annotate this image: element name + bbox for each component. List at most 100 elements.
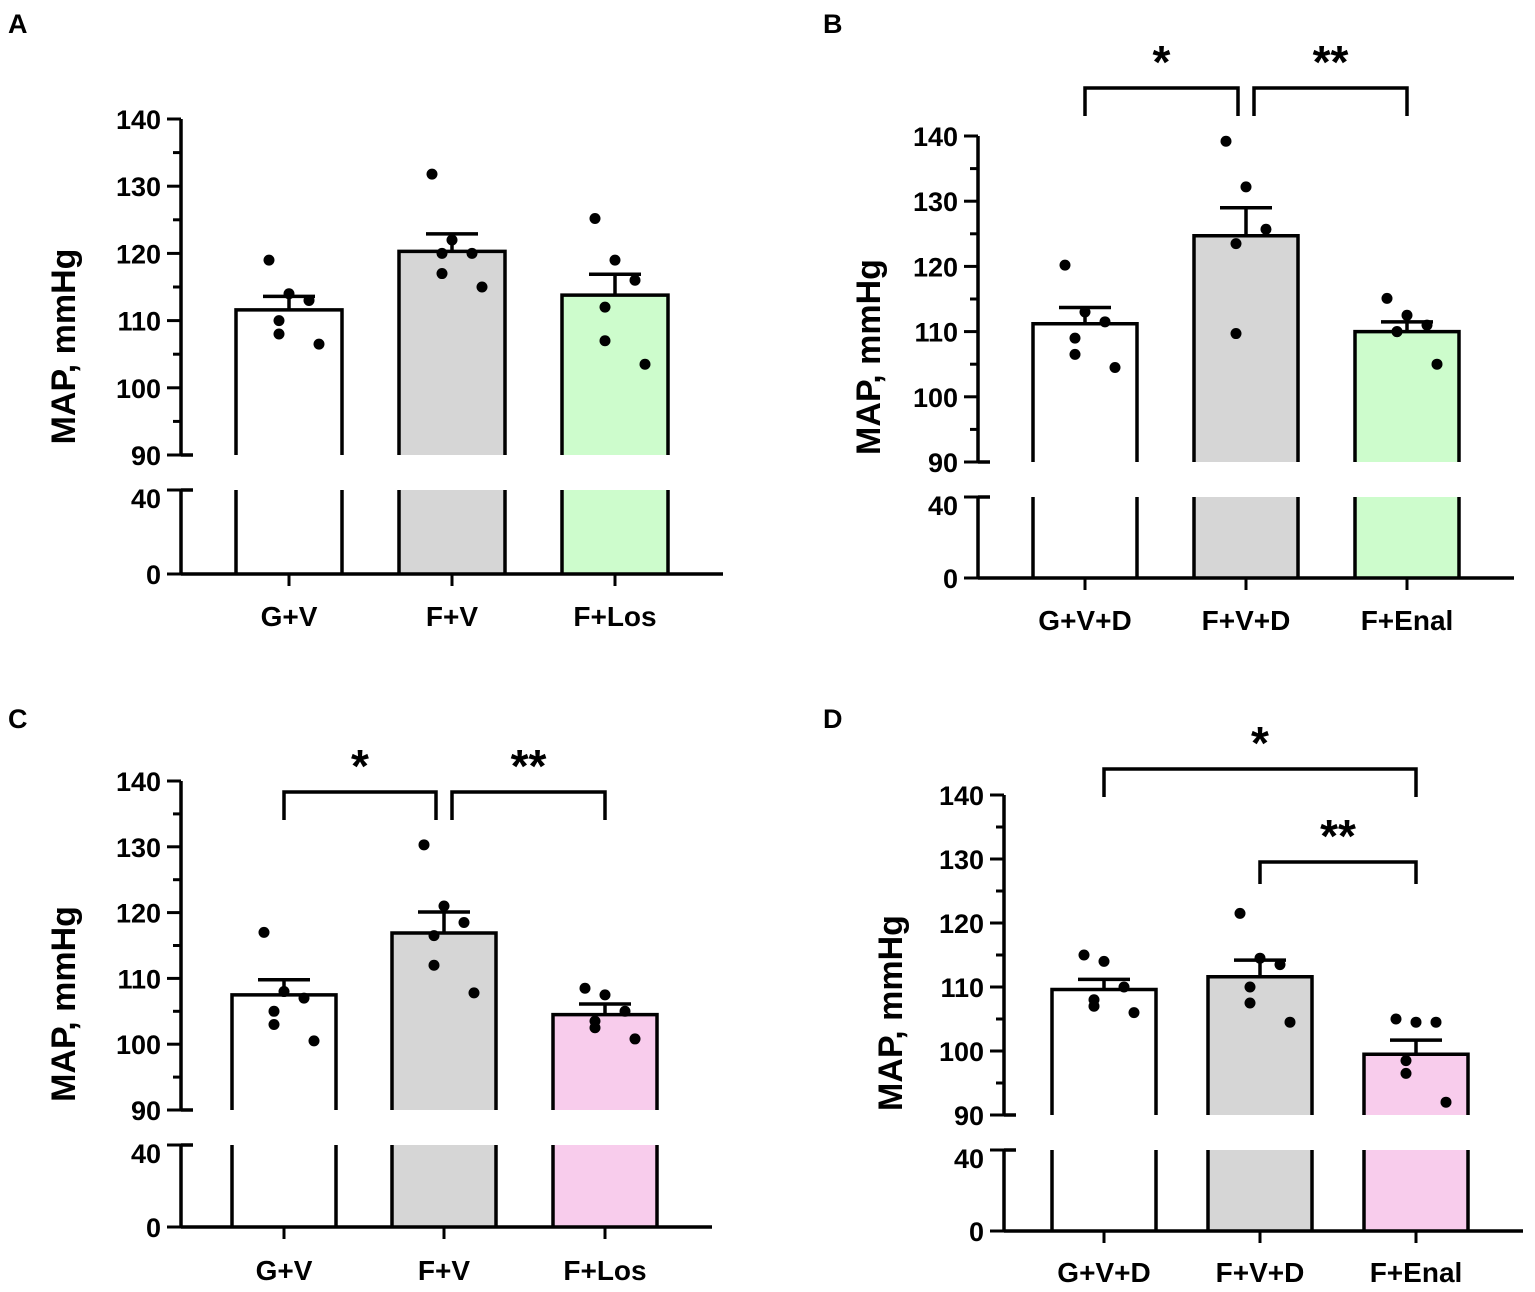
x-tick-label: F+Enal — [1370, 1257, 1463, 1288]
y-axis-label: MAP, mmHg — [850, 259, 888, 455]
data-point — [579, 982, 591, 994]
y-tick-label: 40 — [131, 1139, 161, 1169]
y-tick-label: 110 — [940, 973, 984, 1003]
data-point — [273, 315, 285, 327]
y-tick-label: 0 — [969, 1217, 984, 1247]
data-point — [273, 328, 285, 340]
y-tick-label: 120 — [116, 239, 161, 269]
data-point — [1381, 292, 1393, 304]
data-point — [1240, 181, 1252, 193]
y-tick-label: 130 — [116, 172, 161, 202]
y-tick-label: 90 — [954, 1101, 984, 1131]
bar-lower-fill — [1194, 497, 1298, 578]
data-point — [629, 274, 641, 286]
y-axis-label: MAP, mmHg — [45, 906, 83, 1102]
y-tick-label: 120 — [116, 899, 161, 929]
y-tick-label: 140 — [913, 122, 958, 152]
y-tick-label: 90 — [131, 1096, 161, 1126]
y-tick-label: 130 — [939, 845, 984, 875]
y-tick-label: 120 — [939, 909, 984, 939]
bar-upper-fill — [399, 251, 505, 455]
data-point — [1118, 981, 1130, 993]
data-point — [599, 989, 611, 1001]
data-point — [589, 1022, 601, 1034]
data-point — [268, 1018, 280, 1030]
x-tick-label: G+V+D — [1057, 1257, 1150, 1288]
x-tick-label: F+V+D — [1216, 1257, 1305, 1288]
data-point — [1128, 1007, 1140, 1019]
y-tick-label: 40 — [131, 484, 161, 514]
data-point — [428, 959, 440, 971]
data-point — [458, 916, 470, 928]
bar-upper-fill — [392, 932, 496, 1110]
bar-lower-fill — [392, 1145, 496, 1227]
significance-bracket — [1252, 86, 1409, 116]
bar-upper-fill — [1364, 1054, 1468, 1115]
significance-label: * — [351, 740, 369, 792]
bar-upper-fill — [236, 309, 342, 455]
data-point — [258, 926, 270, 938]
data-point — [1078, 949, 1090, 961]
y-tick-label: 130 — [913, 187, 958, 217]
data-point — [278, 986, 290, 998]
data-point — [629, 1033, 641, 1045]
x-tick-label: F+V — [426, 601, 478, 632]
y-tick-label: 140 — [116, 767, 161, 797]
data-point — [468, 987, 480, 999]
data-point — [1230, 328, 1242, 340]
bar-lower-fill — [1052, 1150, 1156, 1231]
y-tick-label: 120 — [913, 252, 958, 282]
data-point — [1431, 358, 1443, 370]
data-point — [418, 839, 430, 851]
panel-d: D G+V+D F+V+D F+Enal 90 100 110 120 130 140 0 40 MAP… — [823, 704, 1523, 1288]
data-point — [619, 1005, 631, 1017]
y-tick-label: 110 — [117, 964, 161, 994]
data-point — [268, 1005, 280, 1017]
data-point — [466, 247, 478, 259]
significance-bracket — [1102, 767, 1418, 797]
bar-upper-fill — [1194, 235, 1298, 462]
y-tick-label: 0 — [146, 560, 161, 590]
significance-bracket — [450, 790, 607, 820]
y-tick-label: 100 — [913, 383, 958, 413]
data-point — [1274, 959, 1286, 971]
data-point — [428, 930, 440, 942]
significance-bracket — [1258, 860, 1418, 884]
y-axis-label: MAP, mmHg — [872, 915, 910, 1111]
bar-lower-fill — [236, 490, 342, 574]
x-tick-label: F+V+D — [1202, 605, 1291, 636]
data-point — [1109, 361, 1121, 373]
data-point — [436, 268, 448, 280]
x-tick-label: F+Los — [563, 1255, 646, 1286]
x-tick-label: F+V — [418, 1255, 470, 1286]
bar-upper-fill — [1033, 323, 1137, 462]
bar-lower-fill — [1208, 1150, 1312, 1231]
y-tick-label: 100 — [939, 1037, 984, 1067]
y-tick-label: 100 — [116, 374, 161, 404]
data-point — [1260, 223, 1272, 235]
data-point — [1400, 1067, 1412, 1079]
bar-lower-fill — [1355, 497, 1459, 578]
data-point — [436, 247, 448, 259]
y-tick-label: 100 — [116, 1030, 161, 1060]
panel-label: D — [823, 704, 843, 734]
data-point — [446, 234, 458, 246]
data-point — [1410, 1016, 1422, 1028]
data-point — [589, 212, 601, 224]
panel-label: C — [8, 704, 28, 734]
data-point — [438, 900, 450, 912]
data-point — [303, 294, 315, 306]
significance-bracket — [282, 790, 438, 820]
data-point — [1098, 955, 1110, 967]
data-point — [1059, 259, 1071, 271]
bar-lower-fill — [232, 1145, 336, 1227]
data-point — [609, 254, 621, 266]
significance-bracket — [1083, 86, 1240, 116]
y-axis-label: MAP, mmHg — [45, 249, 83, 445]
bar-lower-fill — [553, 1145, 657, 1227]
data-point — [283, 288, 295, 300]
data-point — [263, 254, 275, 266]
data-point — [1244, 997, 1256, 1009]
data-point — [1401, 309, 1413, 321]
y-tick-label: 110 — [914, 318, 958, 348]
